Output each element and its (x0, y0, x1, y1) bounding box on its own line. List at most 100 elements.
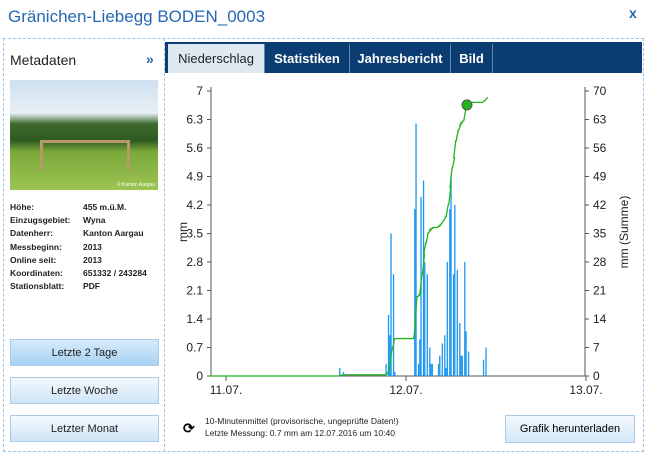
precip-bar (465, 331, 467, 376)
precip-bar (385, 363, 387, 376)
y2-tick-label: 28 (593, 255, 607, 269)
precip-bar (419, 339, 421, 376)
station-photo: © Kanton Aargau (10, 80, 158, 190)
precip-bar (460, 355, 462, 376)
last-week-button[interactable]: Letzte Woche (10, 377, 159, 404)
metadata-value: 2013 (83, 241, 102, 252)
precip-bar (446, 262, 448, 376)
precip-bar (414, 209, 416, 376)
precip-bar (417, 363, 420, 376)
precip-bar (454, 205, 456, 376)
precip-bar (387, 314, 390, 376)
precip-bar (461, 355, 463, 376)
tab-niederschlag[interactable]: Niederschlag (168, 44, 265, 73)
x-tick-label: 13.07. (569, 383, 602, 397)
x-tick-label: 12.07. (389, 383, 422, 397)
precip-bar (424, 262, 426, 376)
precip-bar (390, 233, 392, 376)
precip-bar (415, 123, 417, 376)
y2-axis-title: mm (Summe) (617, 196, 631, 269)
metadata-label: Höhe: (10, 201, 35, 212)
y-tick-label: 4.2 (186, 198, 203, 212)
precip-bar (485, 347, 487, 376)
y-tick-label: 3.5 (186, 227, 203, 241)
metadata-value: Kanton Aargau (83, 228, 144, 239)
y-axis-title: mm (176, 222, 190, 242)
tab-bar: Niederschlag Statistiken Jahresbericht B… (165, 42, 642, 73)
y2-tick-label: 0 (593, 369, 600, 383)
refresh-icon[interactable]: ⟳ (183, 420, 195, 436)
metadata-row: Online seit: 2013 (10, 253, 147, 266)
cumulative-line (211, 97, 488, 377)
footer-info: 10-Minutenmittel (provisorische, ungeprü… (205, 416, 399, 439)
precip-bar (339, 367, 341, 376)
y2-tick-label: 49 (593, 170, 607, 184)
y-tick-label: 4.9 (186, 170, 203, 184)
y-tick-label: 6.3 (186, 113, 203, 127)
precip-bar (389, 335, 391, 376)
metadata-label: Stationsblatt: (10, 281, 65, 292)
download-chart-button[interactable]: Grafik herunterladen (505, 415, 635, 443)
metadata-value: 455 m.ü.M. (83, 201, 127, 212)
metadata-label: Messbeginn: (10, 241, 62, 252)
precip-bar (444, 335, 446, 376)
photo-credit: © Kanton Aargau (116, 182, 155, 188)
tab-statistiken[interactable]: Statistiken (265, 44, 350, 73)
expand-icon[interactable]: » (146, 51, 154, 67)
precip-bar (452, 274, 455, 376)
metadata-value[interactable]: PDF (83, 281, 100, 292)
precip-bar (459, 323, 461, 376)
data-note: 10-Minutenmittel (provisorische, ungeprü… (205, 416, 399, 426)
precip-bar (450, 176, 452, 376)
precip-bar (464, 262, 466, 376)
window-title: Gränichen-Liebegg BODEN_0003 (8, 7, 266, 26)
precip-bar (441, 343, 443, 376)
precip-bar (431, 363, 433, 376)
y2-tick-label: 70 (593, 84, 607, 98)
y-tick-label: 2.8 (186, 255, 203, 269)
last-2-days-button[interactable]: Letzte 2 Tage (10, 339, 159, 366)
y2-tick-label: 63 (593, 113, 607, 127)
metadata-sidebar: Metadaten » © Kanton Aargau Höhe: 455 m.ü… (3, 38, 165, 452)
metadata-row: Höhe: 455 m.ü.M. (10, 200, 147, 213)
x-tick-label: 11.07. (210, 383, 242, 397)
precip-bar (429, 347, 431, 376)
y2-tick-label: 42 (593, 198, 607, 212)
precip-bar (445, 367, 447, 376)
precip-bar (394, 371, 396, 376)
precip-bar (482, 359, 485, 376)
metadata-label: Koordinaten: (10, 268, 63, 279)
sidebar-title: Metadaten (10, 52, 77, 68)
metadata-row: Koordinaten: 651332 / 243284 (10, 266, 147, 279)
metadata-row: Einzugsgebiet: Wyna (10, 213, 147, 226)
last-month-button[interactable]: Letzter Monat (10, 415, 159, 442)
tab-jahresbericht[interactable]: Jahresbericht (350, 44, 451, 73)
tab-bild[interactable]: Bild (451, 44, 493, 73)
content-frame (3, 38, 644, 452)
y2-tick-label: 21 (593, 284, 607, 298)
metadata-row: Datenherr: Kanton Aargau (10, 227, 147, 240)
y-tick-label: 7 (196, 84, 203, 98)
metadata-table: Höhe: 455 m.ü.M. Einzugsgebiet: Wyna Datenhe… (10, 200, 147, 293)
last-measurement: Letzte Messung: 0.7 mm am 12.07.2016 um … (205, 427, 395, 438)
y2-tick-label: 14 (593, 312, 607, 326)
y2-tick-label: 56 (593, 141, 607, 155)
y2-tick-label: 7 (593, 341, 600, 355)
metadata-label: Einzugsgebiet: (10, 214, 71, 225)
y-tick-label: 0.7 (186, 341, 203, 355)
metadata-row: Stationsblatt: PDF (10, 280, 147, 293)
y-tick-label: 5.6 (186, 141, 203, 155)
precip-bar (449, 209, 451, 376)
precip-bar (430, 363, 432, 376)
precip-bar (439, 355, 441, 376)
y-tick-label: 1.4 (186, 312, 203, 326)
precip-bar (422, 180, 425, 376)
metadata-row: Messbeginn: 2013 (10, 240, 147, 253)
metadata-value: 2013 (83, 254, 102, 265)
precip-bar (456, 270, 458, 376)
metadata-value: Wyna (83, 214, 106, 225)
close-button[interactable]: x (629, 5, 637, 21)
metadata-value: 651332 / 243284 (83, 268, 147, 279)
precip-bar (467, 351, 470, 376)
